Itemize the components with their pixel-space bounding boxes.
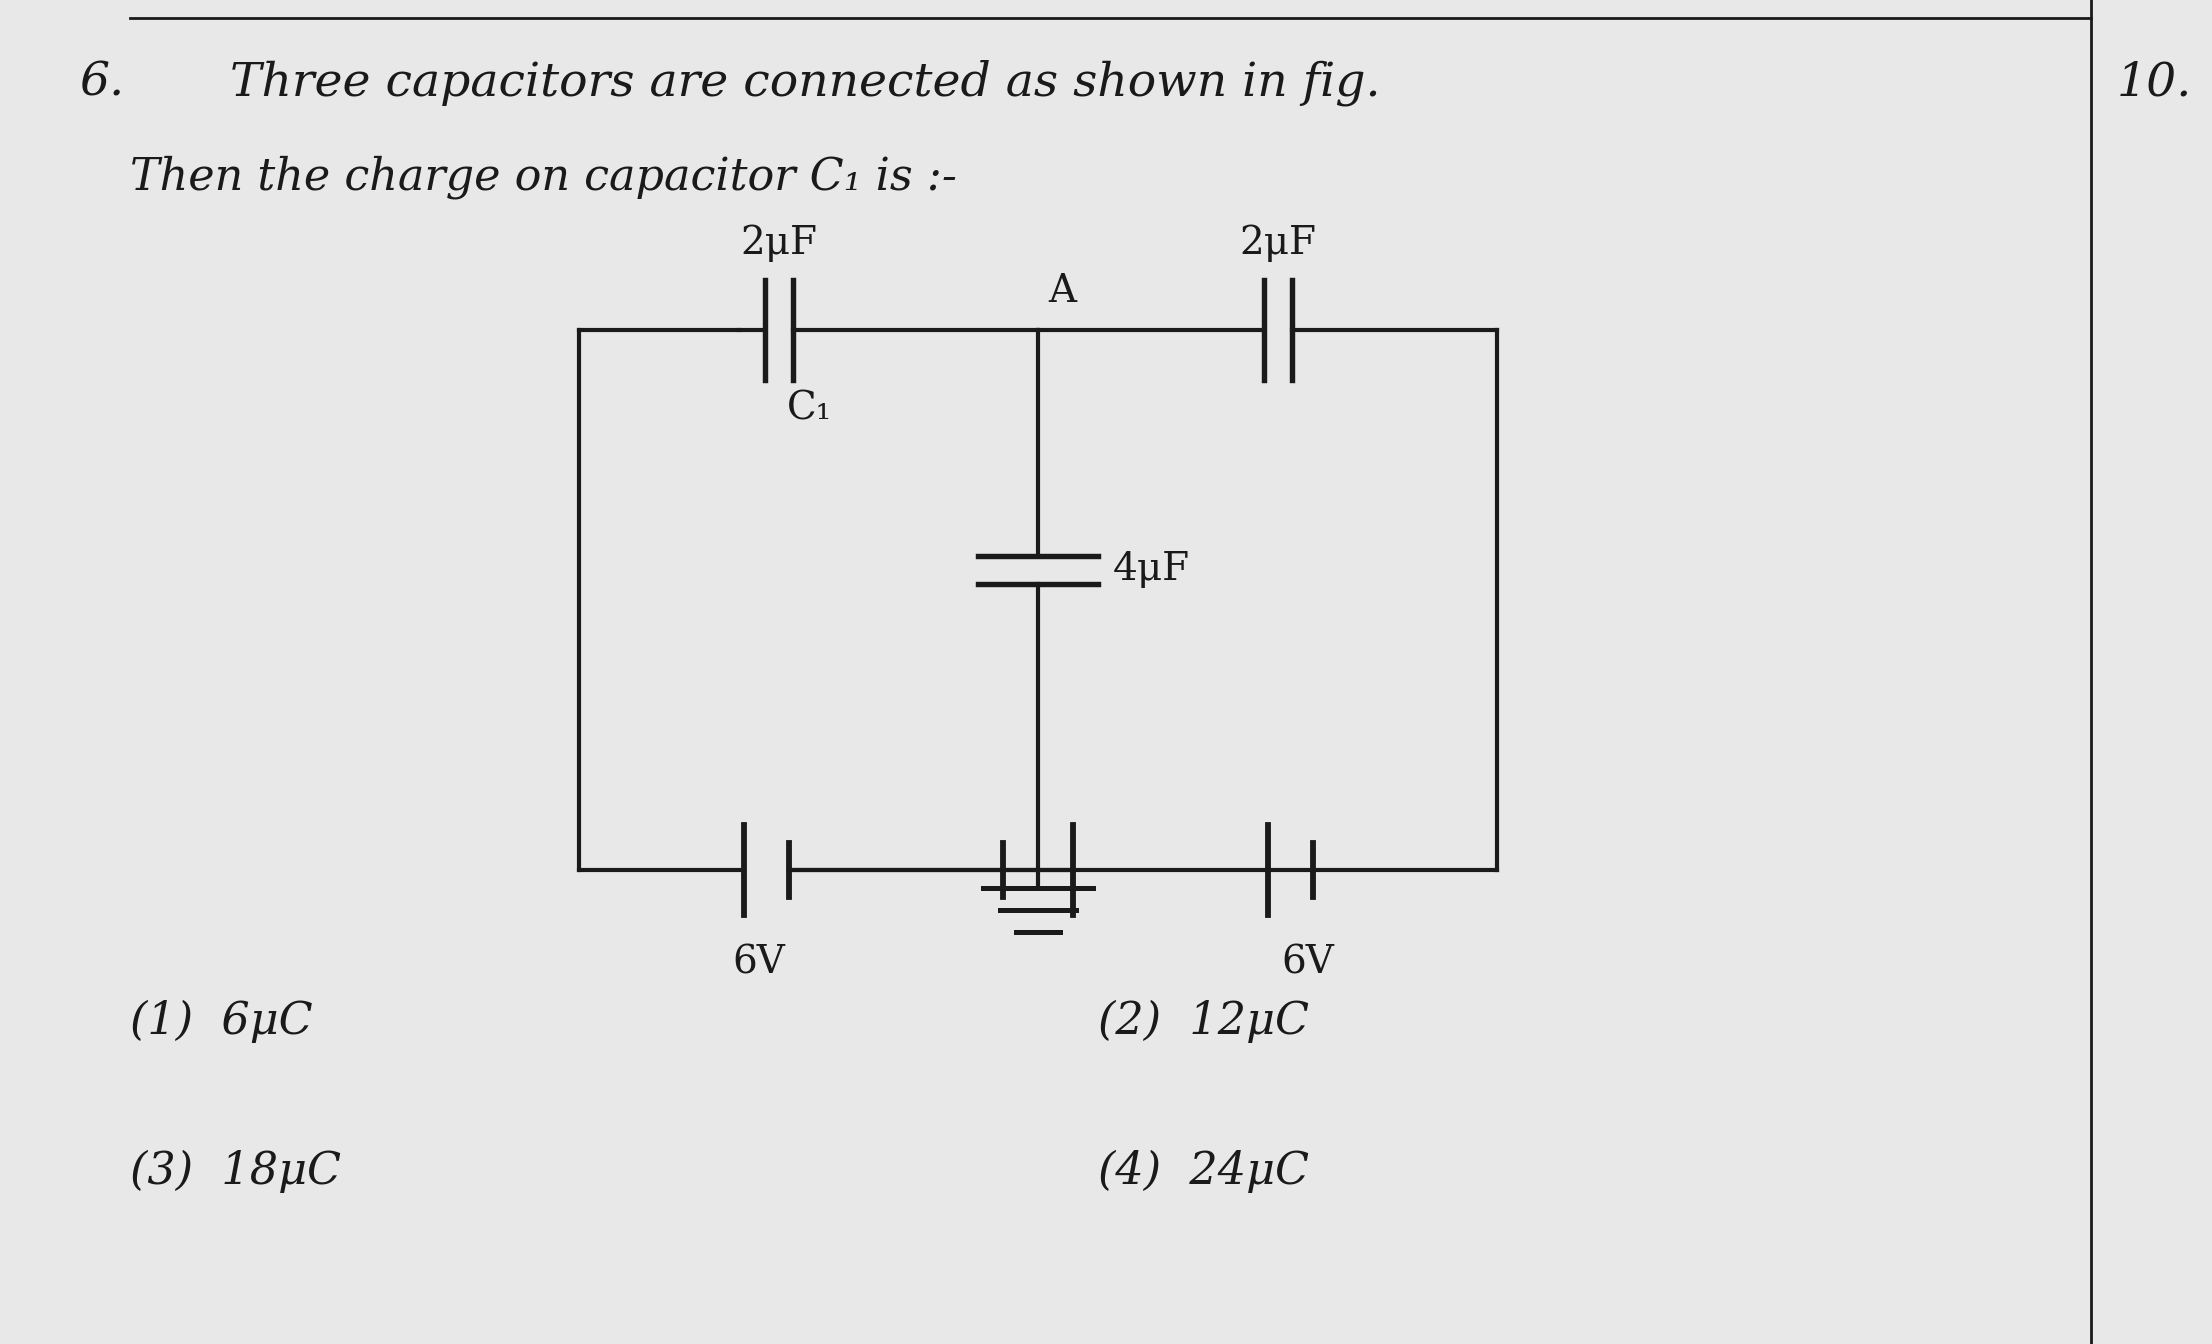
Text: A: A (1048, 273, 1075, 310)
Text: (3)  18μC: (3) 18μC (131, 1150, 341, 1193)
Text: 2μF: 2μF (1239, 224, 1316, 262)
Text: 6V: 6V (732, 945, 785, 982)
Text: 2μF: 2μF (741, 224, 816, 262)
Text: 10.: 10. (2117, 60, 2192, 105)
Text: 4μF: 4μF (1113, 551, 1190, 589)
Text: (2)  12μC: (2) 12μC (1097, 1000, 1310, 1043)
Text: 6V: 6V (1281, 945, 1334, 982)
Text: (4)  24μC: (4) 24μC (1097, 1150, 1310, 1193)
Text: C₁: C₁ (787, 390, 832, 427)
Text: 6.: 6. (80, 60, 126, 105)
Text: Three capacitors are connected as shown in fig.: Three capacitors are connected as shown … (230, 60, 1380, 106)
Text: (1)  6μC: (1) 6μC (131, 1000, 312, 1043)
Text: Then the charge on capacitor C₁ is :-: Then the charge on capacitor C₁ is :- (131, 155, 956, 199)
